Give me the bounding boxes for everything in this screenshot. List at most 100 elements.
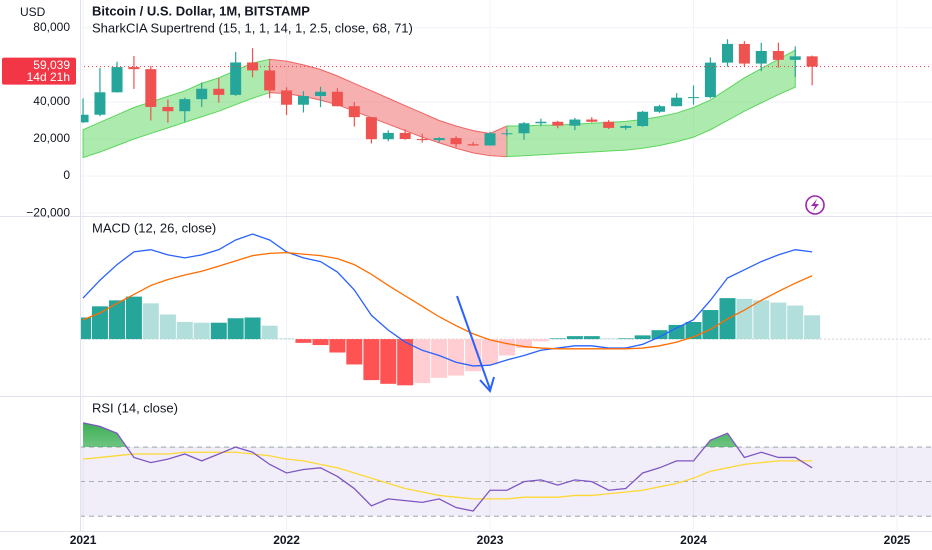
histogram-bar bbox=[125, 296, 142, 340]
candle-body bbox=[518, 123, 530, 134]
candle-body bbox=[654, 106, 666, 112]
candle-body bbox=[484, 133, 496, 146]
price-badge bbox=[2, 57, 76, 85]
candle-body bbox=[688, 97, 700, 99]
candle-body bbox=[315, 91, 327, 97]
candle-body bbox=[586, 119, 598, 122]
candle-body bbox=[467, 144, 479, 146]
histogram-bar bbox=[227, 318, 244, 340]
histogram-bar bbox=[753, 300, 770, 340]
y-tick-label: −20,000 bbox=[26, 205, 70, 219]
alert-icon[interactable] bbox=[805, 195, 825, 215]
histogram-bar bbox=[651, 330, 668, 340]
candle-body bbox=[450, 138, 462, 145]
histogram-bar bbox=[159, 314, 176, 340]
candle-body bbox=[671, 97, 683, 107]
histogram-bar bbox=[634, 335, 651, 340]
histogram-bar bbox=[804, 315, 821, 340]
candle-body bbox=[755, 50, 767, 64]
histogram-bar bbox=[702, 310, 719, 340]
histogram-bar bbox=[295, 339, 312, 343]
indicator-line bbox=[82, 422, 813, 512]
histogram-bar bbox=[787, 305, 804, 340]
candle-body bbox=[80, 114, 89, 123]
histogram-bar bbox=[244, 317, 261, 340]
candle-body bbox=[704, 62, 716, 98]
histogram-bar bbox=[380, 339, 397, 384]
indicator-line bbox=[82, 451, 813, 500]
histogram-bar bbox=[516, 339, 533, 349]
y-tick-label: 0 bbox=[63, 168, 70, 182]
candle-body bbox=[399, 132, 411, 140]
histogram-bar bbox=[80, 317, 92, 340]
x-tick-label: 2024 bbox=[680, 533, 707, 547]
candle-body bbox=[535, 121, 547, 124]
currency: USD bbox=[20, 5, 46, 19]
histogram-bar bbox=[448, 339, 465, 376]
histogram-bar bbox=[329, 339, 346, 353]
candle-body bbox=[94, 92, 106, 115]
histogram-bar bbox=[414, 339, 431, 384]
candle-body bbox=[789, 56, 801, 60]
histogram-bar bbox=[668, 324, 685, 340]
price-badge-label: 59,039 bbox=[33, 58, 70, 72]
histogram-bar bbox=[482, 339, 499, 365]
candle-body bbox=[162, 106, 174, 112]
indicator-title: SharkCIA Supertrend (15, 1, 1, 14, 1, 2.… bbox=[92, 20, 413, 35]
histogram-bar bbox=[176, 321, 193, 340]
candle-body bbox=[637, 111, 649, 127]
indicator-line bbox=[82, 252, 813, 350]
symbol-title: Bitcoin / U.S. Dollar, 1M, BITSTAMP bbox=[92, 3, 310, 18]
histogram-bar bbox=[498, 339, 515, 356]
histogram-bar bbox=[91, 306, 108, 340]
histogram-bar bbox=[583, 336, 600, 340]
candle-body bbox=[264, 70, 276, 91]
candle-body bbox=[230, 62, 242, 95]
candle-body bbox=[213, 88, 225, 95]
x-tick-label: 2025 bbox=[884, 533, 911, 547]
y-tick-label: 20,000 bbox=[33, 131, 70, 145]
indicator-line bbox=[82, 233, 813, 367]
candle-body bbox=[416, 139, 428, 141]
candle-body bbox=[111, 67, 123, 93]
candle-body bbox=[433, 138, 445, 141]
candle-body bbox=[620, 126, 632, 128]
x-tick-label: 2022 bbox=[273, 533, 300, 547]
candle-body bbox=[738, 43, 750, 64]
histogram-bar bbox=[465, 339, 482, 372]
candle-body bbox=[128, 67, 140, 70]
x-tick-label: 2021 bbox=[70, 533, 97, 547]
histogram-bar bbox=[109, 300, 126, 340]
candle-body bbox=[772, 50, 784, 60]
histogram-bar bbox=[193, 322, 210, 340]
histogram-bar bbox=[278, 338, 295, 340]
histogram-bar bbox=[397, 339, 414, 386]
candle-body bbox=[179, 99, 191, 112]
histogram-bar bbox=[549, 338, 566, 340]
histogram-bar bbox=[736, 298, 753, 340]
histogram-bar bbox=[261, 325, 278, 340]
plot-area bbox=[80, 0, 932, 531]
histogram-bar bbox=[346, 339, 363, 365]
candle-body bbox=[603, 121, 615, 128]
rsi-title: RSI (14, close) bbox=[92, 400, 178, 415]
histogram-bar bbox=[210, 322, 227, 340]
histogram-bar bbox=[770, 302, 787, 340]
histogram-bar bbox=[617, 338, 634, 340]
candle-body bbox=[382, 132, 394, 140]
candle-body bbox=[806, 56, 818, 67]
candle-body bbox=[501, 133, 513, 135]
histogram-bar bbox=[566, 336, 583, 340]
candle-body bbox=[365, 117, 377, 140]
candle-body bbox=[552, 121, 564, 126]
candle-body bbox=[297, 96, 309, 105]
x-tick-label: 2023 bbox=[477, 533, 504, 547]
y-tick-label: 80,000 bbox=[33, 20, 70, 34]
y-tick-label: 40,000 bbox=[33, 94, 70, 108]
histogram-bar bbox=[600, 338, 617, 340]
candle-body bbox=[348, 106, 360, 118]
candle-body bbox=[331, 91, 343, 107]
candle-body bbox=[281, 90, 293, 105]
annotation-arrow bbox=[456, 295, 495, 394]
